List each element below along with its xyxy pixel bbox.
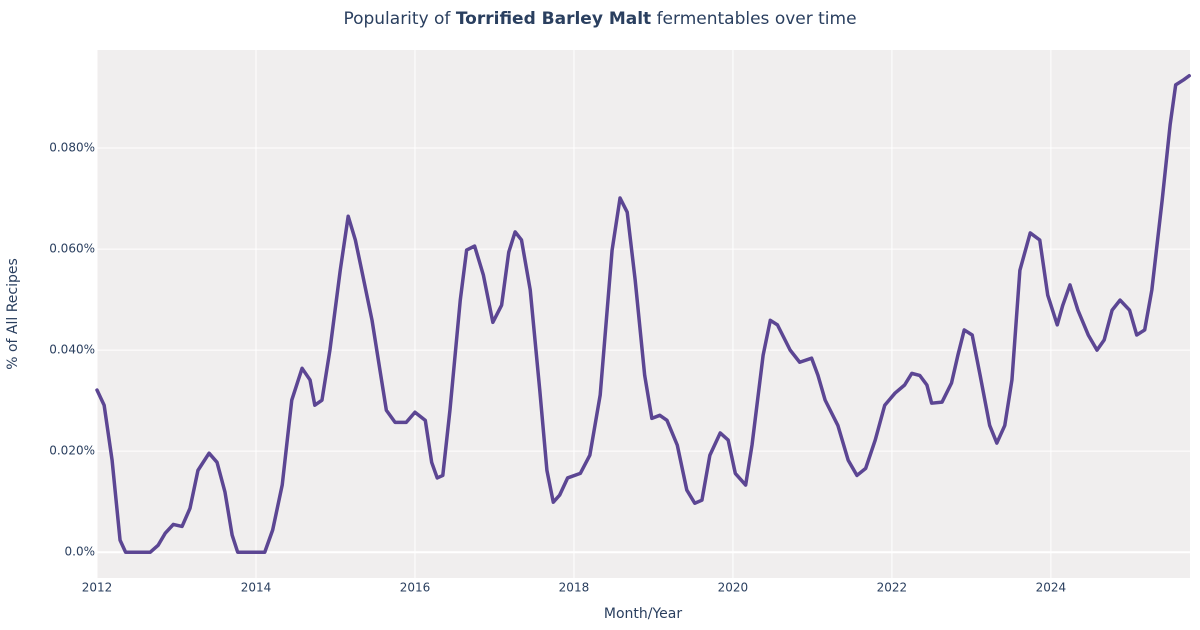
- y-tick-label: 0.060%: [49, 242, 95, 256]
- plot-background: [97, 50, 1190, 578]
- y-tick-label: 0.040%: [49, 343, 95, 357]
- y-tick-label: 0.020%: [49, 444, 95, 458]
- line-series: [95, 74, 1191, 554]
- x-tick-label: 2016: [400, 581, 431, 595]
- chart-title: Popularity of Torrified Barley Malt ferm…: [343, 9, 856, 29]
- y-tick-label: 0.0%: [65, 545, 96, 559]
- x-tick-label: 2022: [877, 581, 908, 595]
- title-part: Popularity of: [343, 9, 455, 29]
- y-tick-label: 0.080%: [49, 141, 95, 155]
- title-part: fermentables over time: [651, 9, 856, 29]
- x-tick-label: 2012: [82, 581, 113, 595]
- x-tick-label: 2024: [1036, 581, 1067, 595]
- y-axis-label: % of All Recipes: [5, 258, 21, 370]
- x-tick-label: 2014: [241, 581, 272, 595]
- x-tick-label: 2020: [718, 581, 749, 595]
- x-tick-label: 2018: [559, 581, 590, 595]
- x-axis-label: Month/Year: [604, 606, 682, 622]
- title-bold: Torrified Barley Malt: [456, 9, 651, 29]
